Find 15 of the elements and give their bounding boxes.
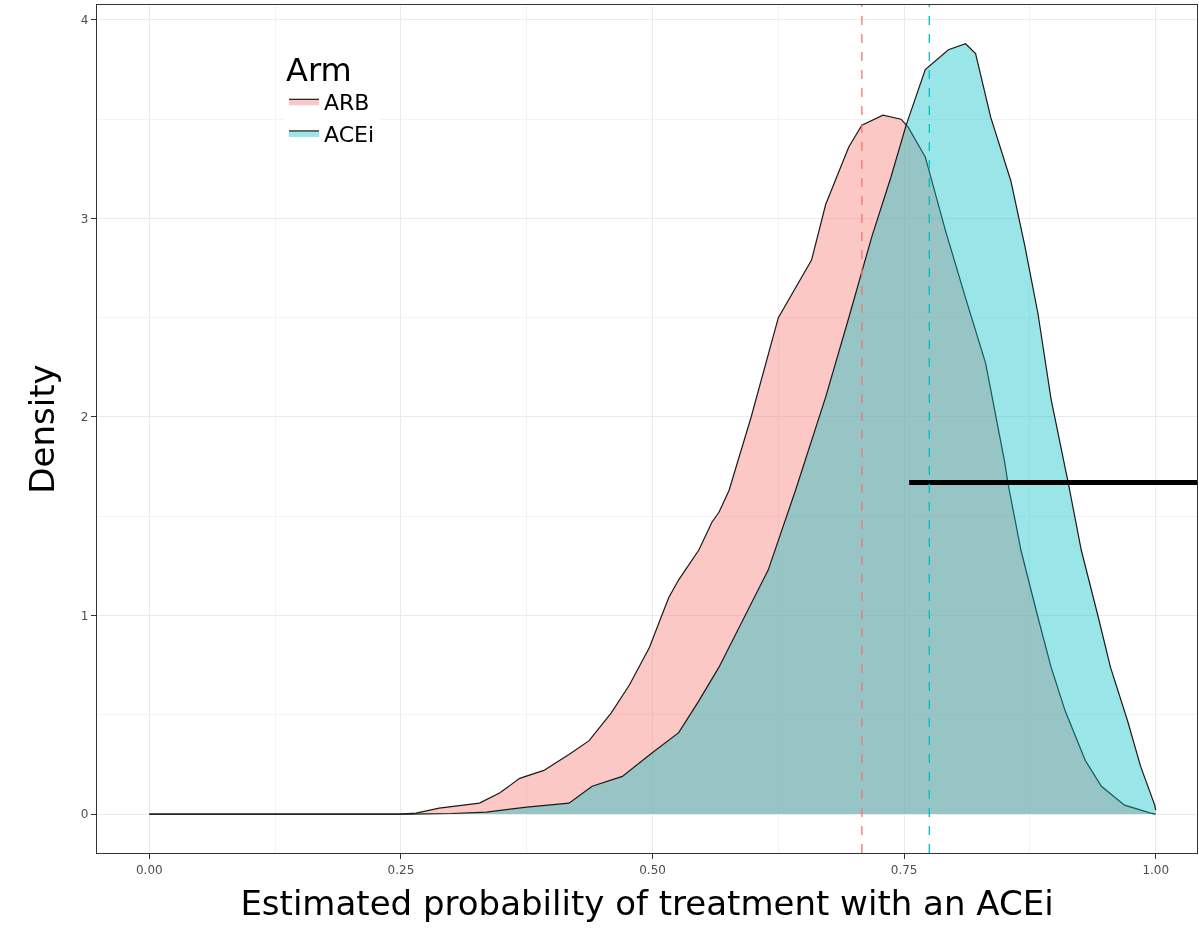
x-axis-title: Estimated probability of treatment with an ACEi (240, 882, 1054, 923)
y-tick-label: 3 (80, 211, 89, 226)
x-tick-label: 0.00 (135, 862, 163, 877)
x-tick-label: 0.25 (387, 862, 415, 877)
x-tick-label: 1.00 (1142, 862, 1170, 877)
x-tick-label: 0.50 (639, 862, 666, 877)
x-tick-label: 0.75 (890, 862, 918, 877)
legend-title: Arm (286, 50, 352, 89)
y-axis-title: Density (22, 364, 63, 494)
y-tick-label: 1 (80, 608, 89, 623)
legend-label: ARB (324, 89, 370, 115)
legend-label: ACEi (324, 121, 375, 147)
y-tick-label: 4 (80, 13, 89, 28)
y-tick-label: 2 (80, 410, 89, 425)
y-tick-label: 0 (80, 807, 89, 822)
